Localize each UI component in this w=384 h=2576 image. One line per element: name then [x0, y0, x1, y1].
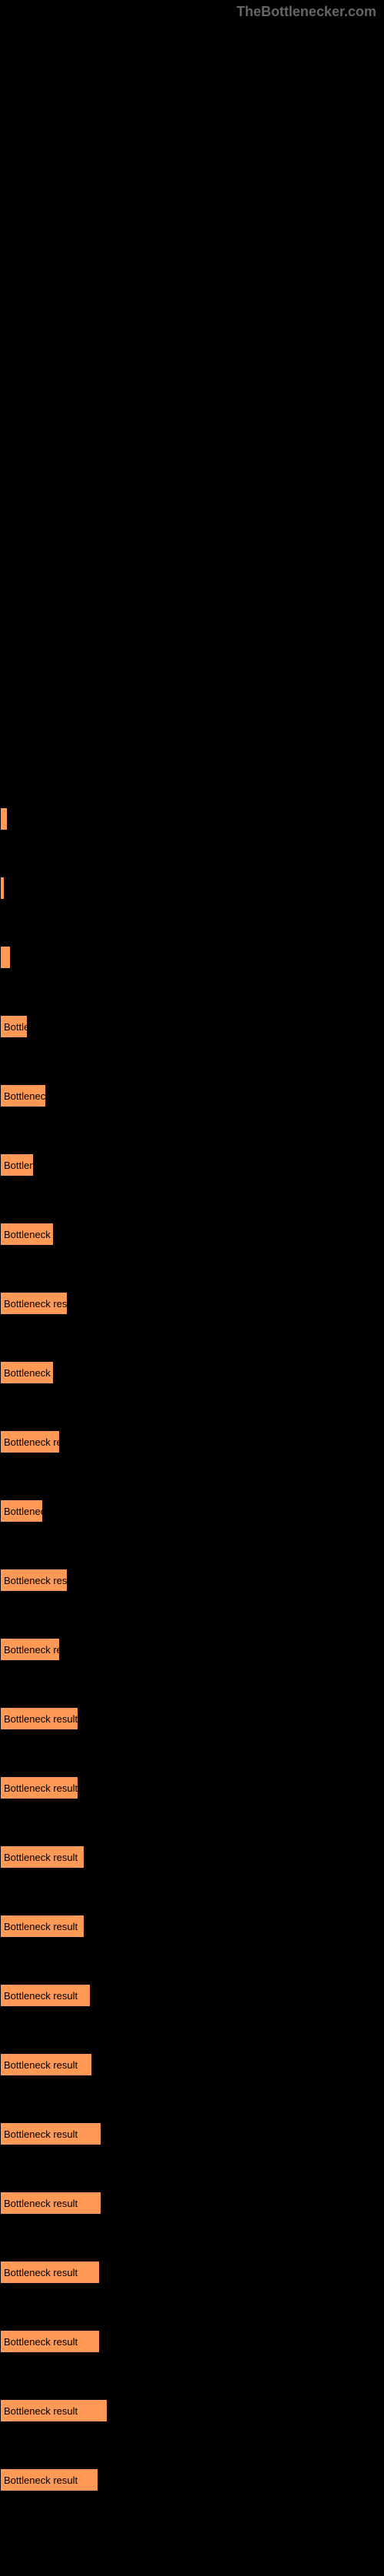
bar — [0, 946, 11, 969]
bar-row: Bottlenec — [0, 1499, 384, 1523]
bar-row: Bottleneck resu — [0, 1569, 384, 1592]
bar: Bottleneck result — [0, 2122, 101, 2145]
bar-row: Bottleneck result — [0, 1776, 384, 1799]
bar: Bottleneck r — [0, 1361, 54, 1384]
watermark-text: TheBottlenecker.com — [237, 4, 376, 20]
bar-row: Bottleneck re — [0, 1638, 384, 1661]
bar-row: Bottlen — [0, 1153, 384, 1177]
bar — [0, 807, 8, 830]
bar: Bottleneck result — [0, 1707, 78, 1730]
bar: Bottleneck r — [0, 1223, 54, 1246]
bar: Bottleneck result — [0, 1776, 78, 1799]
bar-row: Bottleneck result — [0, 2192, 384, 2215]
bar: Bottle — [0, 1015, 28, 1038]
bar-row: Bottleneck — [0, 1084, 384, 1107]
bar: Bottleneck result — [0, 1984, 91, 2007]
bar-row: Bottleneck result — [0, 2468, 384, 2491]
bar-row — [0, 807, 384, 830]
bar-row: Bottleneck re — [0, 1430, 384, 1453]
bar-row: Bottleneck result — [0, 2261, 384, 2284]
bar: Bottleneck result — [0, 2192, 101, 2215]
bar-row: Bottleneck result — [0, 2122, 384, 2145]
bar: Bottleneck re — [0, 1430, 60, 1453]
bar: Bottlenec — [0, 1499, 43, 1523]
bar: Bottleneck re — [0, 1638, 60, 1661]
bar-row: Bottleneck result — [0, 1845, 384, 1869]
bar: Bottleneck result — [0, 2330, 100, 2353]
bar-row — [0, 946, 384, 969]
bar-chart: Bottle Bottleneck Bottlen Bottleneck r Bottl… — [0, 0, 384, 2576]
bar-row: Bottleneck r — [0, 1223, 384, 1246]
bar: Bottleneck result — [0, 1845, 84, 1869]
bar: Bottleneck result — [0, 2261, 100, 2284]
bar-row: Bottleneck result — [0, 1707, 384, 1730]
bar-row: Bottle — [0, 1015, 384, 1038]
bar: Bottleneck result — [0, 2399, 108, 2422]
bar-row: Bottleneck resu — [0, 1292, 384, 1315]
bar-row: Bottleneck result — [0, 1984, 384, 2007]
bar: Bottleneck resu — [0, 1569, 68, 1592]
bar: Bottleneck — [0, 1084, 46, 1107]
bar: Bottlen — [0, 1153, 34, 1177]
bar-row: Bottleneck result — [0, 2053, 384, 2076]
bar: Bottleneck result — [0, 2468, 98, 2491]
bar — [0, 877, 5, 900]
bar-row: Bottleneck result — [0, 2330, 384, 2353]
bar-row: Bottleneck r — [0, 1361, 384, 1384]
bar-row: Bottleneck result — [0, 2399, 384, 2422]
bar-row: Bottleneck result — [0, 1915, 384, 1938]
bar-row — [0, 877, 384, 900]
bar: Bottleneck result — [0, 1915, 84, 1938]
bar: Bottleneck result — [0, 2053, 92, 2076]
bar: Bottleneck resu — [0, 1292, 68, 1315]
